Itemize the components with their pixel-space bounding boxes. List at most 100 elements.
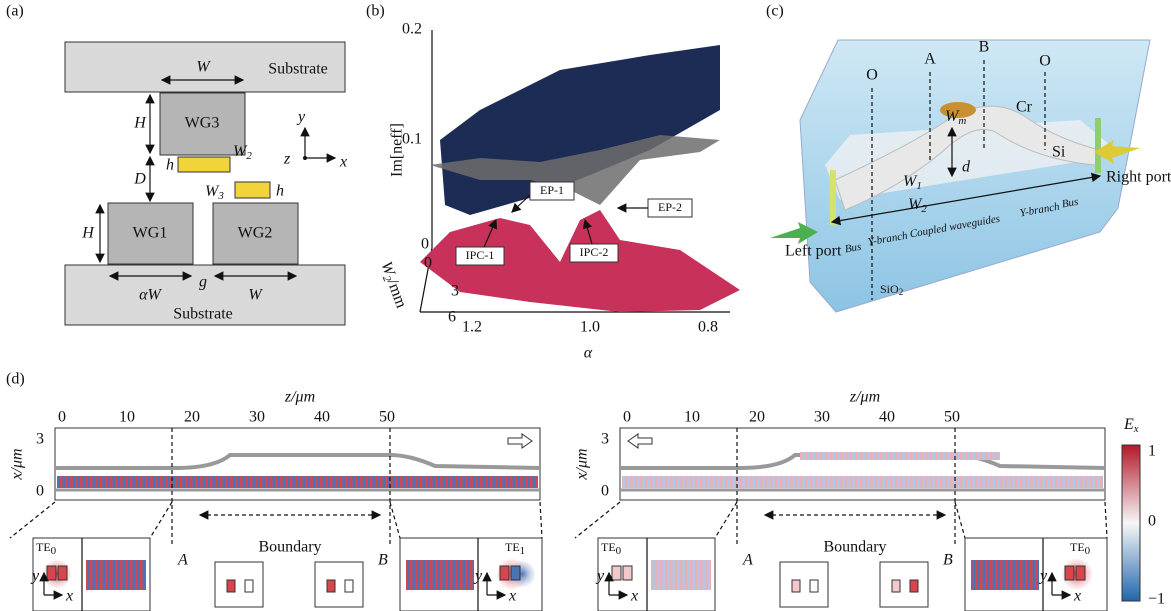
colorbar-tick-label: 1	[1148, 443, 1156, 460]
label: m	[958, 115, 966, 127]
label: O	[866, 67, 878, 84]
boundary-label: Boundary	[258, 539, 321, 556]
wg-core	[58, 566, 67, 580]
label: x	[1133, 423, 1139, 435]
inset-y: y	[473, 568, 483, 585]
mode-sub: 0	[1085, 545, 1091, 557]
inset-mid	[880, 562, 928, 607]
label: g	[199, 274, 207, 291]
label: αW	[139, 287, 162, 304]
inset-x: x	[65, 588, 73, 605]
z-tick-label: 10	[119, 409, 135, 426]
wg-core	[810, 580, 818, 592]
field-bus	[622, 476, 1103, 488]
z-tick-label: 50	[944, 409, 960, 426]
wg-core	[245, 580, 253, 592]
label: (a)	[6, 3, 24, 20]
label: EP-1	[540, 183, 564, 197]
label: Si	[1052, 144, 1066, 161]
label: Right port	[1106, 169, 1171, 186]
inset-x: x	[630, 588, 638, 605]
zoom-line	[10, 502, 55, 538]
label-B: B	[943, 552, 953, 569]
figure: (a) Substrate WG3 W H h W2 D W3 h WG1 WG…	[0, 0, 1171, 611]
label: A	[924, 51, 936, 68]
z-tick-label: 0	[623, 409, 631, 426]
label: (d)	[6, 371, 25, 388]
z-axis-label: z/μm	[284, 389, 315, 406]
colorbar-tick-label: −1	[1148, 591, 1165, 608]
wg-core	[623, 566, 632, 580]
shape	[1122, 445, 1140, 601]
inset-mid	[780, 562, 828, 607]
inset-mid	[215, 562, 263, 607]
z-tick-label: 50	[379, 409, 395, 426]
label: x	[339, 154, 347, 171]
inset-field	[406, 560, 474, 590]
wg-core	[612, 566, 621, 580]
inset-y: y	[1038, 568, 1048, 585]
label: Cr	[1016, 99, 1033, 116]
wg-core	[345, 580, 353, 592]
mode-base: TE	[505, 540, 520, 554]
label-A: A	[177, 552, 188, 569]
wg-core	[1065, 566, 1074, 580]
zoom-line	[150, 502, 172, 538]
label: SiO	[880, 282, 899, 296]
mode-base: TE	[36, 540, 51, 554]
x-axis-label: x/μm	[574, 448, 591, 480]
label: W	[196, 59, 211, 76]
shape	[830, 170, 836, 225]
w2-tick-label: 3	[451, 283, 459, 300]
label: d	[962, 159, 971, 176]
inset-y: y	[595, 568, 605, 585]
mode-base: TE	[601, 540, 616, 554]
inset-x: x	[1073, 588, 1081, 605]
z-tick-label: 20	[749, 409, 765, 426]
wg-core	[511, 566, 520, 580]
z-tick-label: 10	[684, 409, 700, 426]
wg-core	[792, 580, 800, 592]
shape: 0.20.10	[402, 21, 429, 253]
zoom-line	[540, 502, 542, 538]
label: (b)	[366, 3, 385, 20]
boundary-label: Boundary	[823, 539, 886, 556]
mode-base: TE	[1070, 540, 1085, 554]
z-tick-label: 0	[58, 409, 66, 426]
label: WG3	[185, 115, 220, 132]
label: Substrate	[268, 61, 328, 78]
inset-field	[86, 560, 146, 590]
alpha-tick-label: 1.0	[580, 319, 600, 336]
shape	[235, 182, 270, 198]
x-axis-label: x/μm	[9, 448, 26, 480]
label: EP-2	[658, 200, 682, 214]
shape: z/μm01020304050x/μm30BoundaryABTE0TE1yxy…	[9, 389, 542, 611]
wg-core	[1076, 566, 1085, 580]
w2-tick-label: 0	[424, 255, 432, 272]
mode-sub: 0	[616, 545, 622, 557]
label: /mm	[384, 277, 410, 311]
colorbar-tick-label: 0	[1148, 513, 1156, 530]
w2-tick-label: 6	[448, 309, 456, 326]
label: D	[133, 171, 146, 188]
z-tick-label: 30	[814, 409, 830, 426]
shape	[1095, 118, 1101, 173]
y-tick-label: 0.2	[402, 21, 422, 38]
label: H	[133, 115, 147, 132]
shape	[303, 156, 307, 160]
label: W3	[205, 183, 224, 202]
z-tick-label: 40	[879, 409, 895, 426]
label: E	[1123, 416, 1134, 433]
alpha-tick-label: 0.8	[698, 319, 718, 336]
wg-core	[227, 580, 235, 592]
label: IPC-2	[580, 245, 609, 259]
label-B: B	[378, 552, 388, 569]
inset-field	[971, 560, 1039, 590]
zoom-line	[715, 502, 737, 538]
label: B	[979, 39, 990, 56]
wg-core	[500, 566, 509, 580]
wg-core	[910, 580, 918, 592]
zoom-line	[955, 502, 965, 538]
